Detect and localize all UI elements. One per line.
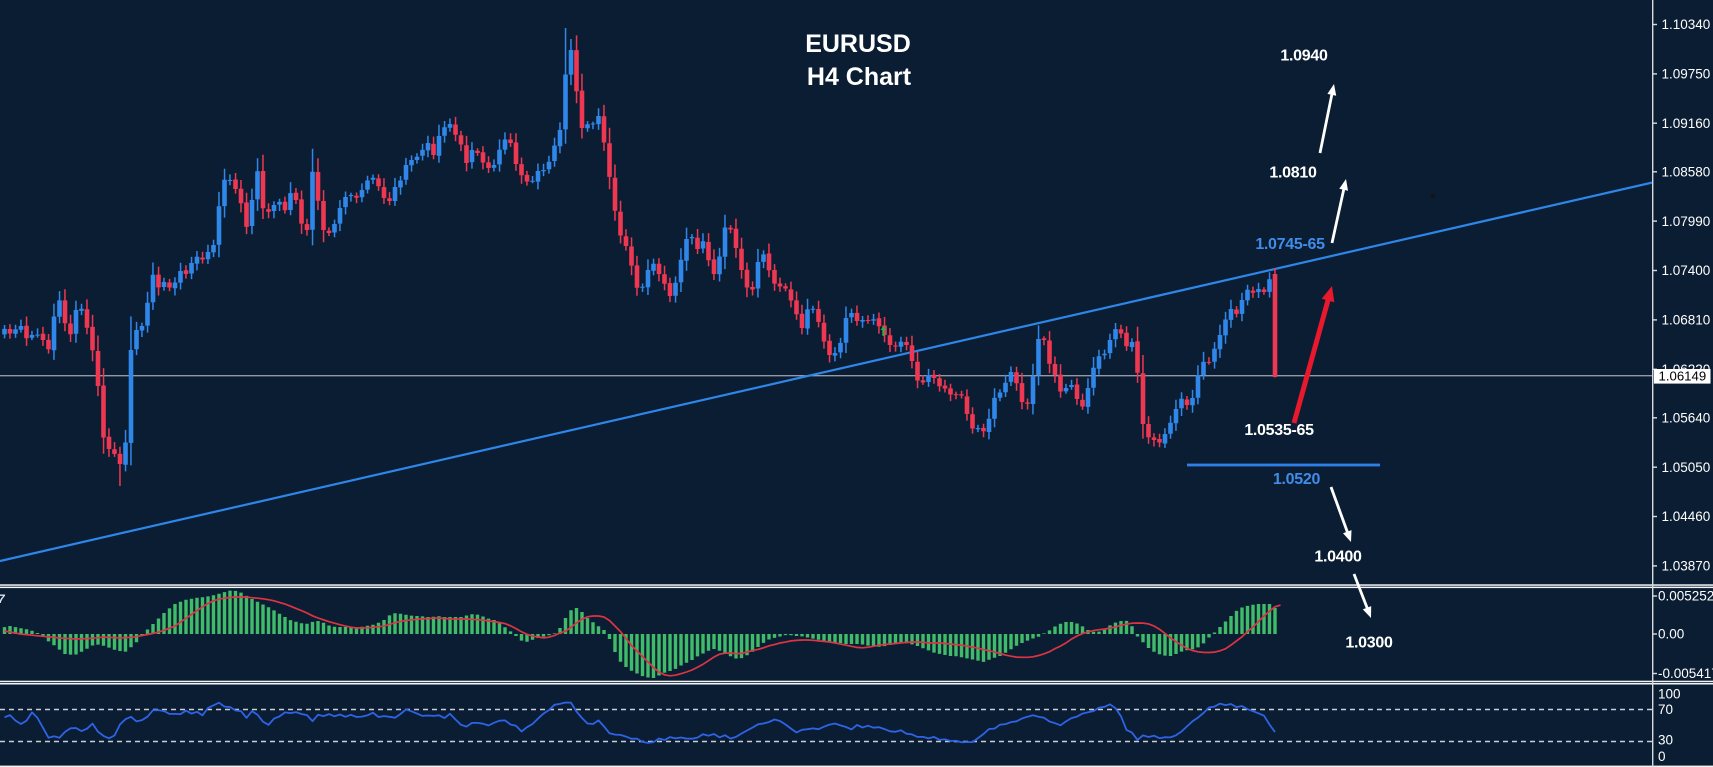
svg-text:1.06149: 1.06149 — [1659, 369, 1707, 384]
svg-text:0.00: 0.00 — [1658, 627, 1684, 642]
svg-text:100: 100 — [1658, 687, 1681, 702]
svg-text:1.0400: 1.0400 — [1314, 548, 1362, 565]
svg-text:1.09750: 1.09750 — [1662, 67, 1711, 82]
svg-text:0: 0 — [1658, 749, 1666, 764]
svg-text:0.005252: 0.005252 — [1658, 589, 1713, 604]
svg-text:1.06810: 1.06810 — [1662, 313, 1711, 328]
svg-text:H4 Chart: H4 Chart — [807, 63, 912, 91]
svg-text:1.07400: 1.07400 — [1662, 263, 1711, 278]
svg-text:-0.005417: -0.005417 — [1658, 666, 1713, 681]
svg-text:1.08580: 1.08580 — [1662, 165, 1711, 180]
svg-text:1.07990: 1.07990 — [1662, 214, 1711, 229]
svg-text:1.0520: 1.0520 — [1273, 471, 1321, 488]
svg-text:1.05640: 1.05640 — [1662, 411, 1711, 426]
svg-text:1.09160: 1.09160 — [1662, 116, 1711, 131]
svg-text:1.10340: 1.10340 — [1662, 17, 1711, 32]
svg-text:1.0810: 1.0810 — [1269, 164, 1317, 181]
svg-text:7: 7 — [0, 592, 6, 606]
svg-text:1.05050: 1.05050 — [1662, 460, 1711, 475]
svg-text:30: 30 — [1658, 733, 1673, 748]
svg-text:1.03870: 1.03870 — [1662, 559, 1711, 574]
svg-text:1.0300: 1.0300 — [1345, 634, 1393, 651]
svg-text:70: 70 — [1658, 702, 1673, 717]
svg-text:1.0940: 1.0940 — [1280, 47, 1328, 64]
svg-text:EURUSD: EURUSD — [805, 30, 911, 58]
svg-text:1.0535-65: 1.0535-65 — [1244, 422, 1314, 439]
svg-text:1.04460: 1.04460 — [1662, 509, 1711, 524]
svg-text:1.0745-65: 1.0745-65 — [1255, 236, 1325, 253]
